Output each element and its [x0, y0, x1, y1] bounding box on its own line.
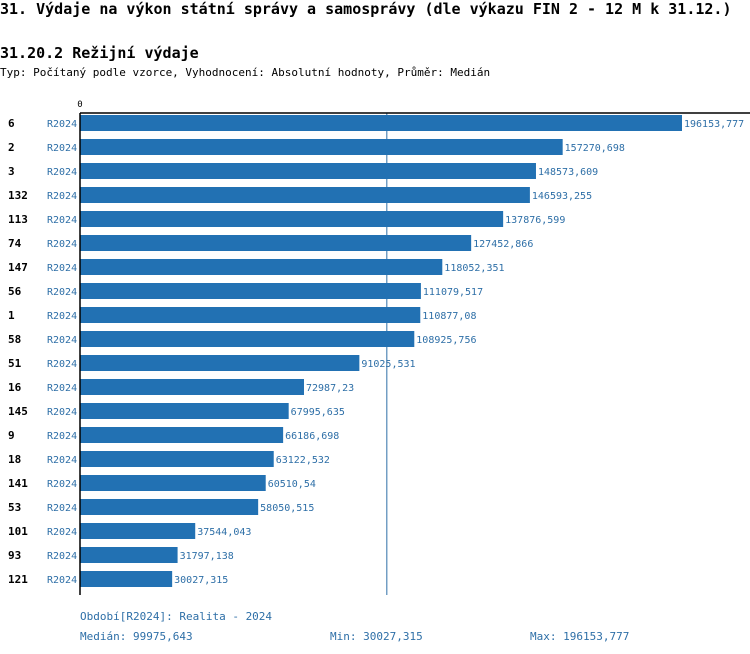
value-label: 66186,698: [285, 431, 339, 442]
bar: [80, 139, 563, 155]
value-label: 146593,255: [532, 191, 592, 202]
value-label: 108925,756: [416, 335, 476, 346]
footer-median: Medián: 99975,643: [80, 630, 193, 643]
category-label: 3: [8, 165, 15, 178]
value-label: 196153,777: [684, 119, 744, 130]
value-label: 58050,515: [260, 503, 314, 514]
value-label: 111079,517: [423, 287, 483, 298]
bar: [80, 547, 178, 563]
period-label: R2024: [47, 263, 77, 274]
period-label: R2024: [47, 335, 77, 346]
bar: [80, 379, 304, 395]
category-label: 9: [8, 429, 15, 442]
category-label: 113: [8, 213, 28, 226]
category-label: 58: [8, 333, 21, 346]
period-label: R2024: [47, 383, 77, 394]
period-label: R2024: [47, 215, 77, 226]
bar: [80, 211, 504, 227]
value-label: 37544,043: [197, 527, 251, 538]
period-label: R2024: [47, 551, 77, 562]
footer-period: Období[R2024]: Realita - 2024: [80, 610, 273, 623]
value-label: 63122,532: [276, 455, 330, 466]
value-label: 31797,138: [180, 551, 234, 562]
category-label: 74: [8, 237, 22, 250]
period-label: R2024: [47, 239, 77, 250]
bar: [80, 331, 415, 347]
bar: [80, 403, 289, 419]
bar: [80, 571, 173, 587]
value-label: 137876,599: [505, 215, 565, 226]
value-label: 30027,315: [174, 575, 228, 586]
footer-min: Min: 30027,315: [330, 630, 423, 643]
value-label: 72987,23: [306, 383, 354, 394]
category-label: 145: [8, 405, 28, 418]
period-label: R2024: [47, 479, 77, 490]
period-label: R2024: [47, 167, 77, 178]
value-label: 157270,698: [565, 143, 625, 154]
bar: [80, 115, 682, 131]
category-label: 1: [8, 309, 15, 322]
period-label: R2024: [47, 311, 77, 322]
value-label: 148573,609: [538, 167, 598, 178]
category-label: 16: [8, 381, 22, 394]
category-label: 93: [8, 549, 21, 562]
axis-zero-label: 0: [77, 100, 82, 110]
bar: [80, 283, 421, 299]
bar: [80, 523, 196, 539]
value-label: 60510,54: [268, 479, 316, 490]
category-label: 6: [8, 117, 15, 130]
category-label: 141: [8, 477, 28, 490]
period-label: R2024: [47, 359, 77, 370]
value-label: 67995,635: [291, 407, 345, 418]
category-label: 2: [8, 141, 15, 154]
category-label: 121: [8, 573, 28, 586]
bar: [80, 475, 266, 491]
period-label: R2024: [47, 143, 77, 154]
bar: [80, 427, 284, 443]
value-label: 110877,08: [422, 311, 476, 322]
category-label: 51: [8, 357, 22, 370]
period-label: R2024: [47, 575, 77, 586]
value-label: 91025,531: [361, 359, 415, 370]
period-label: R2024: [47, 503, 77, 514]
bar: [80, 163, 536, 179]
value-label: 127452,866: [473, 239, 533, 250]
bar: [80, 499, 259, 515]
bar: [80, 307, 421, 323]
period-label: R2024: [47, 527, 77, 538]
chart-subtitle: 31.20.2 Režijní výdaje: [0, 44, 199, 62]
category-label: 101: [8, 525, 28, 538]
value-label: 118052,351: [444, 263, 504, 274]
category-label: 56: [8, 285, 22, 298]
category-label: 18: [8, 453, 21, 466]
period-label: R2024: [47, 455, 77, 466]
bar: [80, 187, 530, 203]
category-label: 147: [8, 261, 28, 274]
period-label: R2024: [47, 407, 77, 418]
bar: [80, 259, 443, 275]
category-label: 53: [8, 501, 21, 514]
bar: [80, 235, 472, 251]
period-label: R2024: [47, 287, 77, 298]
bar: [80, 451, 274, 467]
footer-max: Max: 196153,777: [530, 630, 630, 643]
period-label: R2024: [47, 119, 77, 130]
period-label: R2024: [47, 191, 77, 202]
chart-description: Typ: Počítaný podle vzorce, Vyhodnocení:…: [0, 66, 491, 79]
period-label: R2024: [47, 431, 77, 442]
page-title: 31. Výdaje na výkon státní správy a samo…: [0, 0, 732, 18]
category-label: 132: [8, 189, 28, 202]
bar: [80, 355, 360, 371]
